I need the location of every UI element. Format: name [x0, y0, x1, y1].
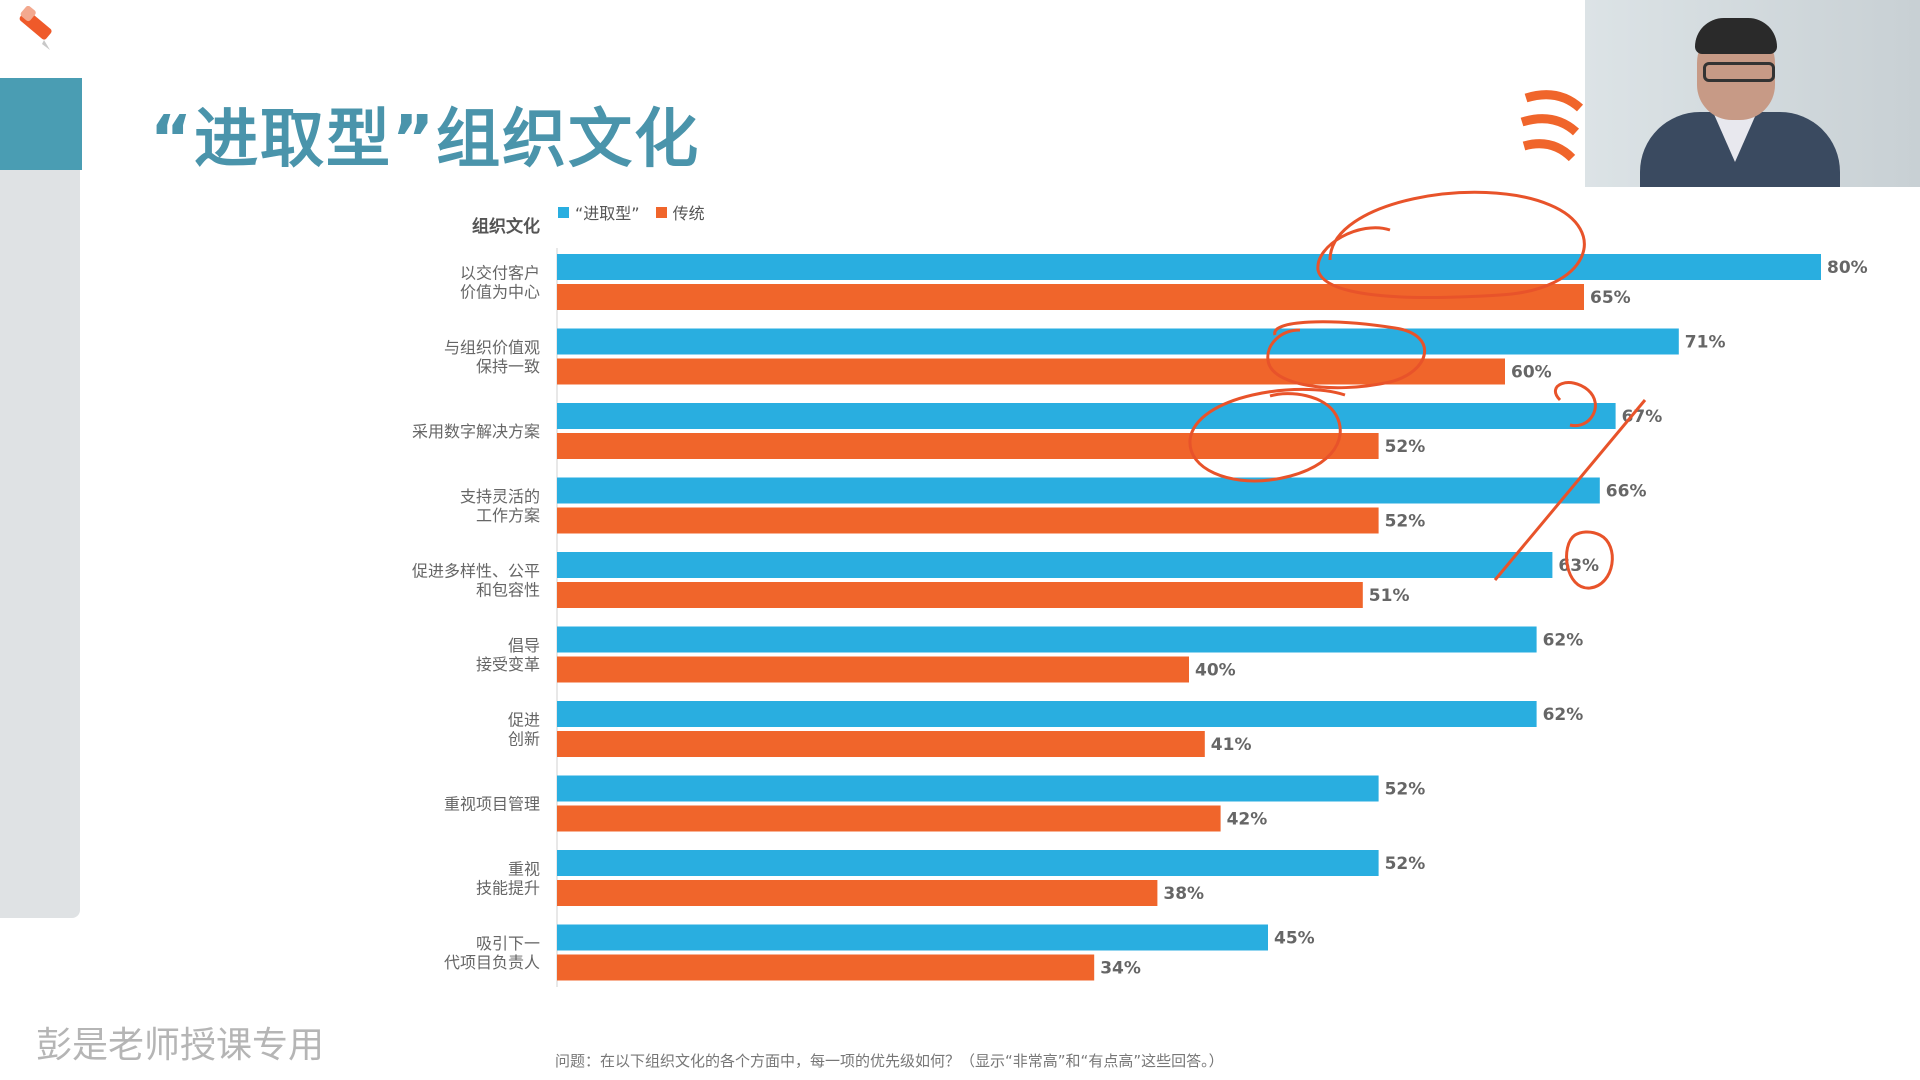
data-label: 42%: [1227, 810, 1268, 830]
data-label: 40%: [1195, 661, 1236, 681]
bar-traditional: [557, 805, 1221, 832]
bar-aggressive: [557, 924, 1268, 951]
webcam-video: [1585, 0, 1920, 187]
data-label: 41%: [1211, 735, 1252, 755]
category-label: 以交付客户价值为中心: [460, 264, 540, 302]
bar-traditional: [557, 731, 1205, 757]
footnote: 问题：在以下组织文化的各个方面中，每一项的优先级如何？（显示“非常高”和“有点高…: [555, 1052, 1224, 1070]
category-label: 促进创新: [508, 711, 540, 749]
data-label: 38%: [1163, 884, 1204, 904]
bar-aggressive: [557, 477, 1600, 504]
bar-aggressive: [557, 254, 1821, 280]
data-label: 66%: [1606, 482, 1647, 502]
legend-item-aggressive: “进取型”: [558, 200, 640, 224]
data-label: 45%: [1274, 929, 1315, 949]
bar-traditional: [557, 507, 1379, 534]
bar-aggressive: [557, 552, 1553, 578]
left-rail: [0, 78, 80, 918]
bar-aggressive: [557, 328, 1679, 355]
bar-traditional: [557, 358, 1505, 385]
bar-aggressive: [557, 403, 1616, 429]
slide-title: “进取型”组织文化: [150, 103, 701, 177]
bar-aggressive: [557, 775, 1379, 802]
data-label: 51%: [1369, 586, 1410, 606]
legend-label-aggressive: “进取型”: [575, 204, 640, 223]
legend-label-traditional: 传统: [672, 204, 705, 223]
data-label: 52%: [1385, 854, 1426, 874]
category-label: 吸引下一代项目负责人: [444, 934, 540, 972]
data-label: 60%: [1511, 363, 1552, 383]
bar-traditional: [557, 954, 1095, 981]
data-label: 67%: [1622, 407, 1663, 427]
pencil-icon[interactable]: [6, 6, 54, 54]
watermark: 彭是老师授课专用: [36, 1025, 325, 1066]
chart-legend: “进取型” 传统: [558, 200, 705, 224]
data-label: 62%: [1543, 705, 1584, 725]
title-accent-bar: [0, 78, 82, 170]
bar-aggressive: [557, 850, 1379, 876]
category-label: 倡导接受变革: [476, 636, 540, 674]
bar-traditional: [557, 433, 1379, 459]
data-label: 34%: [1100, 959, 1141, 979]
data-label: 63%: [1558, 556, 1599, 576]
bar-traditional: [557, 284, 1584, 310]
brand-logo-icon: [1520, 90, 1584, 162]
bar-traditional: [557, 656, 1189, 683]
category-axis-title: 组织文化: [472, 217, 540, 237]
data-label: 65%: [1590, 288, 1631, 308]
data-label: 80%: [1827, 258, 1868, 278]
data-label: 62%: [1543, 631, 1584, 651]
bar-aggressive: [557, 626, 1537, 653]
category-label: 与组织价值观保持一致: [444, 338, 540, 376]
legend-item-traditional: 传统: [655, 200, 705, 224]
bar-aggressive: [557, 701, 1537, 727]
data-label: 52%: [1385, 512, 1426, 532]
category-label: 重视技能提升: [476, 860, 540, 898]
category-label: 促进多样性、公平和包容性: [412, 562, 540, 600]
category-label: 采用数字解决方案: [412, 422, 540, 441]
category-label: 重视项目管理: [444, 795, 540, 814]
category-label: 支持灵活的工作方案: [460, 487, 540, 525]
bar-traditional: [557, 582, 1363, 608]
bar-traditional: [557, 880, 1158, 906]
data-label: 52%: [1385, 437, 1426, 457]
data-label: 52%: [1385, 780, 1426, 800]
data-label: 71%: [1685, 333, 1726, 353]
